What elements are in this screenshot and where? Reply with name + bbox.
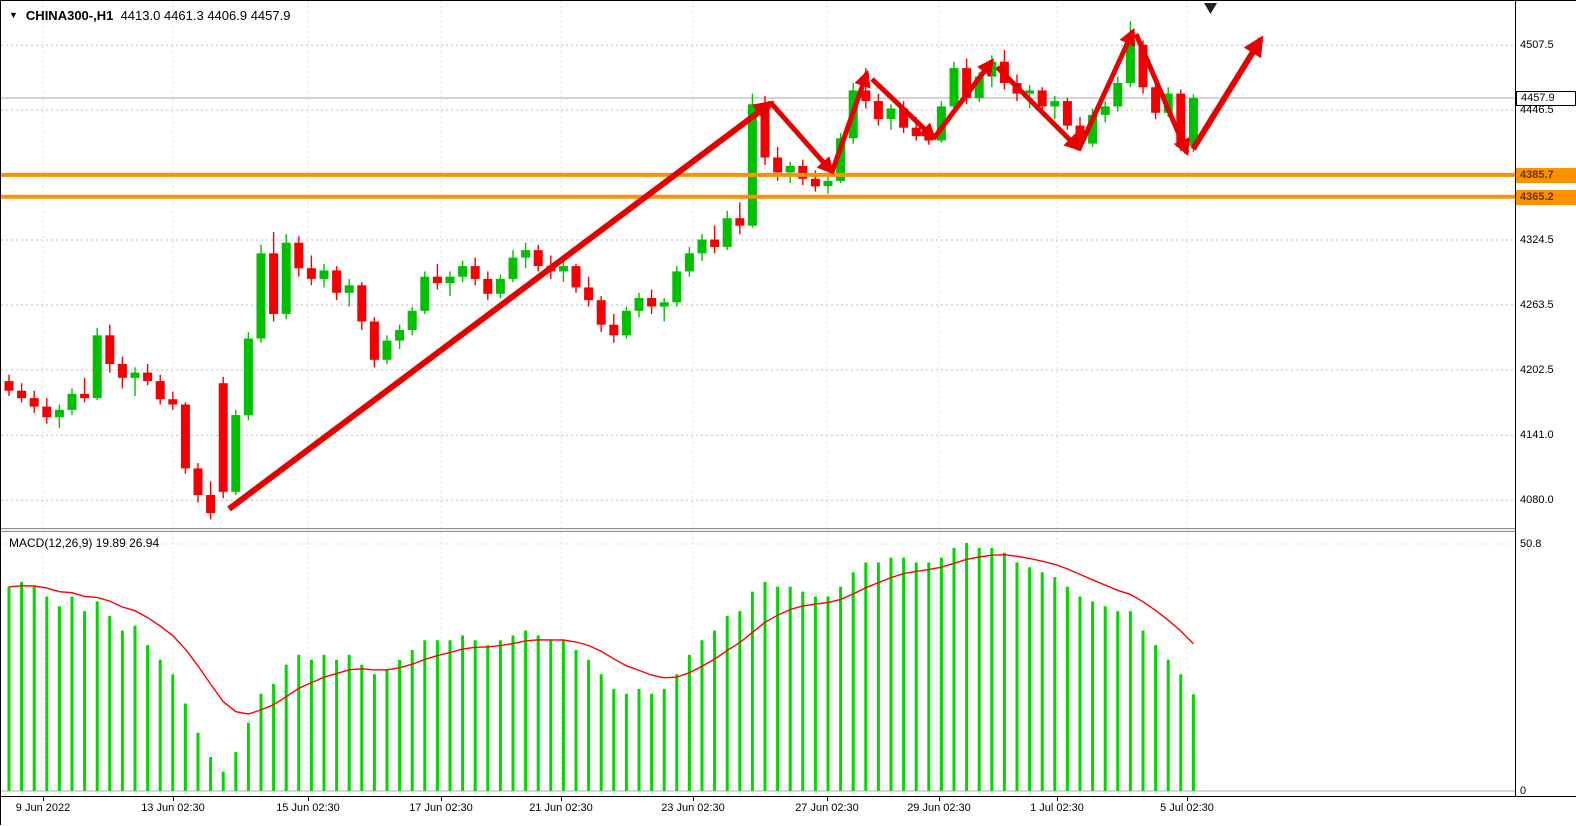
pointer-marker-icon [1204, 3, 1217, 14]
macd-signal-line [8, 553, 1194, 715]
hline-price-badge: 4365.2 [1516, 190, 1576, 205]
current-price-badge: 4457.9 [1516, 91, 1576, 106]
time-axis-label: 21 Jun 02:30 [529, 802, 593, 814]
time-tick [308, 797, 309, 801]
time-axis-label: 1 Jul 02:30 [1030, 802, 1084, 814]
macd-signal-value: 26.94 [129, 536, 160, 550]
symbol-period-label: CHINA300-,H1 [25, 8, 114, 23]
macd-main-value: 19.89 [95, 536, 126, 550]
macd-name: MACD(12,26,9) [9, 536, 93, 550]
price-axis-label: 4324.5 [1520, 234, 1554, 246]
macd-chart[interactable] [1, 532, 1515, 796]
time-axis-label: 23 Jun 02:30 [661, 802, 725, 814]
price-axis-label: 4080.0 [1520, 494, 1554, 506]
time-axis-label: 9 Jun 2022 [15, 802, 71, 814]
price-axis-label: 4263.5 [1520, 299, 1554, 311]
ohlc-readout: 4413.0 4461.3 4406.9 4457.9 [120, 8, 291, 23]
hline-price-badge: 4385.7 [1516, 168, 1576, 183]
panel-divider[interactable] [1, 528, 1515, 532]
time-tick [561, 797, 562, 801]
candlestick-chart[interactable] [1, 1, 1515, 528]
time-axis-label: 5 Jul 02:30 [1160, 802, 1214, 814]
macd-axis-zero-label: 0 [1520, 785, 1527, 797]
macd-indicator-label: MACD(12,26,9) 19.89 26.94 [9, 536, 159, 550]
chart-dropdown-icon: ▼ [9, 10, 18, 20]
time-axis[interactable]: 9 Jun 2022 13 Jun 02:30 15 Jun 02:30 17 Jun… [1, 796, 1576, 826]
time-axis-label: 27 Jun 02:30 [795, 802, 859, 814]
time-tick [441, 797, 442, 801]
time-tick [173, 797, 174, 801]
time-tick [939, 797, 940, 801]
price-axis-label: 4202.5 [1520, 364, 1554, 376]
time-axis-label: 13 Jun 02:30 [141, 802, 205, 814]
trend-arrows[interactable] [227, 27, 1264, 512]
price-axis[interactable]: 4507.5 4457.9 4446.5 4385.7 4365.2 4324.5 4263… [1515, 1, 1576, 797]
price-axis-label: 4507.5 [1520, 39, 1554, 51]
price-chart-panel[interactable]: ▼ CHINA300-,H1 4413.0 4461.3 4406.9 4457.… [1, 1, 1515, 528]
time-axis-label: 15 Jun 02:30 [276, 802, 340, 814]
time-tick [693, 797, 694, 801]
time-axis-label: 17 Jun 02:30 [409, 802, 473, 814]
price-axis-label: 4446.5 [1520, 104, 1554, 116]
time-tick [43, 797, 44, 801]
price-axis-label: 4141.0 [1520, 429, 1554, 441]
time-tick [1057, 797, 1058, 801]
time-tick [1187, 797, 1188, 801]
time-axis-label: 29 Jun 02:30 [907, 802, 971, 814]
chart-title: ▼ CHINA300-,H1 4413.0 4461.3 4406.9 4457.… [9, 8, 290, 23]
time-tick [827, 797, 828, 801]
macd-panel[interactable]: MACD(12,26,9) 19.89 26.94 [1, 532, 1515, 796]
macd-axis-max-label: 50.8 [1520, 538, 1542, 550]
